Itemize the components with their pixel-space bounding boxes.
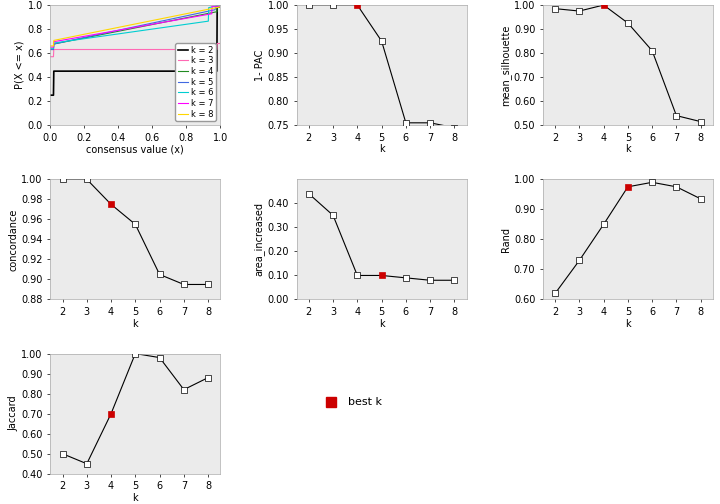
Y-axis label: concordance: concordance <box>9 208 19 271</box>
X-axis label: k: k <box>132 319 138 329</box>
X-axis label: k: k <box>132 493 138 503</box>
Y-axis label: 1- PAC: 1- PAC <box>255 49 265 81</box>
Text: best k: best k <box>348 397 382 407</box>
Y-axis label: Jaccard: Jaccard <box>9 396 19 431</box>
Y-axis label: Rand: Rand <box>501 227 511 252</box>
X-axis label: k: k <box>625 144 631 154</box>
Y-axis label: P(X <= x): P(X <= x) <box>14 41 24 89</box>
Y-axis label: area_increased: area_increased <box>254 203 265 276</box>
X-axis label: k: k <box>379 319 384 329</box>
Legend: k = 2, k = 3, k = 4, k = 5, k = 6, k = 7, k = 8: k = 2, k = 3, k = 4, k = 5, k = 6, k = 7… <box>175 43 216 121</box>
X-axis label: k: k <box>379 144 384 154</box>
X-axis label: consensus value (x): consensus value (x) <box>86 144 184 154</box>
Y-axis label: mean_silhouette: mean_silhouette <box>500 25 511 106</box>
X-axis label: k: k <box>625 319 631 329</box>
